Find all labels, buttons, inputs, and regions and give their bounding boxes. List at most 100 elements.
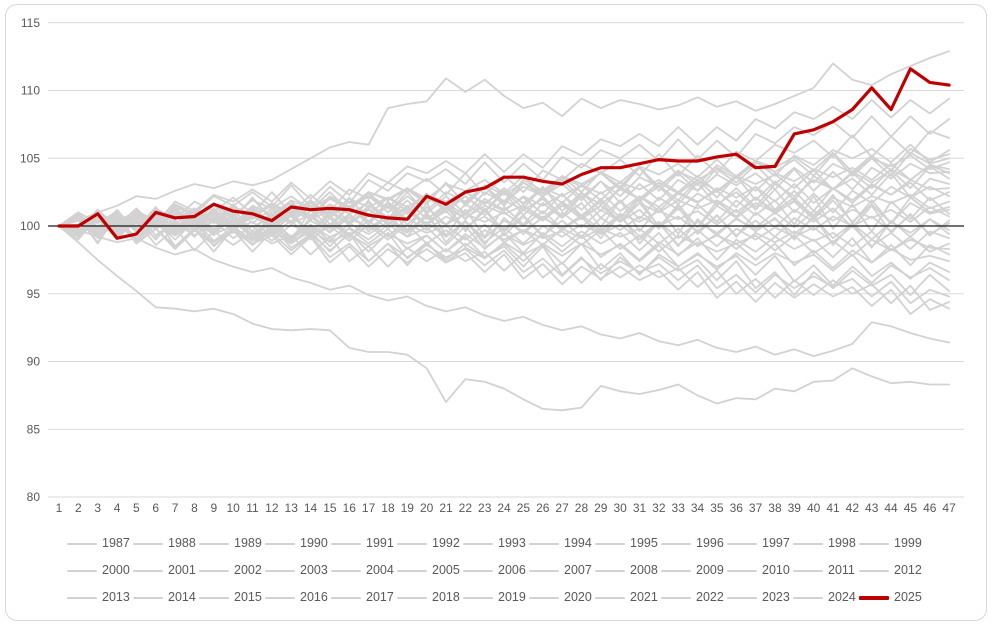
legend-swatch-icon — [529, 542, 559, 545]
legend-item-2020: 2020 — [529, 591, 595, 604]
x-tick-label-15: 15 — [323, 501, 337, 515]
legend-item-2010: 2010 — [727, 564, 793, 577]
legend-item-2012: 2012 — [859, 564, 925, 577]
legend-label: 1987 — [102, 536, 130, 551]
y-tick-label-100: 100 — [20, 219, 40, 233]
series-line-2001 — [58, 225, 950, 358]
legend-label: 2006 — [498, 563, 526, 578]
y-tick-label-90: 90 — [27, 355, 41, 369]
legend-label: 2000 — [102, 563, 130, 578]
legend-item-2004: 2004 — [331, 564, 397, 577]
x-tick-label-34: 34 — [691, 501, 705, 515]
x-tick-label-41: 41 — [826, 501, 840, 515]
x-tick-label-13: 13 — [285, 501, 299, 515]
legend-label: 2018 — [432, 590, 460, 605]
legend-item-1989: 1989 — [199, 537, 265, 550]
legend-label: 1999 — [894, 536, 922, 551]
legend-item-2019: 2019 — [463, 591, 529, 604]
legend-swatch-icon — [397, 596, 427, 599]
legend-label: 2008 — [630, 563, 658, 578]
legend-swatch-icon — [727, 569, 757, 572]
x-tick-label-8: 8 — [191, 501, 198, 515]
x-tick-label-3: 3 — [94, 501, 101, 515]
x-tick-label-16: 16 — [343, 501, 357, 515]
legend-swatch-icon — [529, 596, 559, 599]
legend-label: 2003 — [300, 563, 328, 578]
legend-swatch-icon — [67, 569, 97, 572]
series-line-2022 — [58, 215, 950, 280]
legend-swatch-icon — [661, 542, 691, 545]
legend-label: 2001 — [168, 563, 196, 578]
x-tick-label-33: 33 — [672, 501, 686, 515]
x-tick-label-24: 24 — [497, 501, 511, 515]
legend-label: 2012 — [894, 563, 922, 578]
legend-label: 2019 — [498, 590, 526, 605]
x-tick-label-6: 6 — [152, 501, 159, 515]
legend-label: 1990 — [300, 536, 328, 551]
x-tick-label-38: 38 — [768, 501, 782, 515]
legend-label: 1995 — [630, 536, 658, 551]
legend-label: 2004 — [366, 563, 394, 578]
legend-item-2016: 2016 — [265, 591, 331, 604]
x-tick-label-17: 17 — [362, 501, 376, 515]
x-tick-label-7: 7 — [172, 501, 179, 515]
legend-swatch-icon — [859, 569, 889, 572]
legend-swatch-icon — [265, 569, 295, 572]
legend-label: 1993 — [498, 536, 526, 551]
legend-item-2018: 2018 — [397, 591, 463, 604]
legend-label: 1988 — [168, 536, 196, 551]
legend-label: 2010 — [762, 563, 790, 578]
x-tick-label-45: 45 — [904, 501, 918, 515]
x-tick-label-30: 30 — [613, 501, 627, 515]
x-tick-label-35: 35 — [710, 501, 724, 515]
legend-label: 2024 — [828, 590, 856, 605]
y-tick-label-95: 95 — [27, 287, 41, 301]
series-line-2023 — [58, 199, 950, 238]
x-tick-label-42: 42 — [846, 501, 860, 515]
series-line-2021 — [58, 97, 950, 230]
legend-swatch-icon — [331, 596, 361, 599]
x-tick-label-5: 5 — [133, 501, 140, 515]
legend-swatch-icon — [661, 569, 691, 572]
legend-label: 1997 — [762, 536, 790, 551]
x-tick-label-27: 27 — [555, 501, 569, 515]
legend-item-2009: 2009 — [661, 564, 727, 577]
x-tick-label-47: 47 — [942, 501, 956, 515]
legend-item-2022: 2022 — [661, 591, 727, 604]
legend-row: 2013 2014 2015 2016 2017 2018 2019 2020 2021 2022… — [0, 584, 992, 611]
legend-row: 2000 2001 2002 2003 2004 2005 2006 2007 2008 2009… — [0, 557, 992, 584]
legend-label: 1992 — [432, 536, 460, 551]
legend-label: 2002 — [234, 563, 262, 578]
x-tick-label-20: 20 — [420, 501, 434, 515]
legend-label: 1996 — [696, 536, 724, 551]
legend-item-1988: 1988 — [133, 537, 199, 550]
x-tick-label-9: 9 — [210, 501, 217, 515]
legend-label: 2005 — [432, 563, 460, 578]
x-tick-label-11: 11 — [246, 501, 259, 515]
legend-label: 2025 — [894, 590, 922, 605]
x-tick-label-12: 12 — [265, 501, 279, 515]
x-tick-label-43: 43 — [865, 501, 879, 515]
chart-border — [5, 4, 987, 621]
legend-label: 2017 — [366, 590, 394, 605]
series-line-2008 — [58, 214, 950, 297]
legend-swatch-icon — [265, 596, 295, 599]
legend-item-2015: 2015 — [199, 591, 265, 604]
x-tick-label-14: 14 — [304, 501, 318, 515]
legend-label: 2021 — [630, 590, 658, 605]
legend-swatch-icon — [793, 596, 823, 599]
legend-item-2003: 2003 — [265, 564, 331, 577]
legend-item-2006: 2006 — [463, 564, 529, 577]
legend-item-2005: 2005 — [397, 564, 463, 577]
legend-swatch-icon — [463, 569, 493, 572]
x-tick-label-1: 1 — [56, 501, 63, 515]
x-tick-label-21: 21 — [439, 501, 453, 515]
legend-item-1997: 1997 — [727, 537, 793, 550]
legend-swatch-icon — [595, 569, 625, 572]
legend-swatch-icon — [463, 542, 493, 545]
y-tick-label-105: 105 — [20, 151, 40, 165]
series-line-2025 — [57, 67, 951, 240]
legend-item-2017: 2017 — [331, 591, 397, 604]
y-tick-label-85: 85 — [27, 422, 41, 436]
